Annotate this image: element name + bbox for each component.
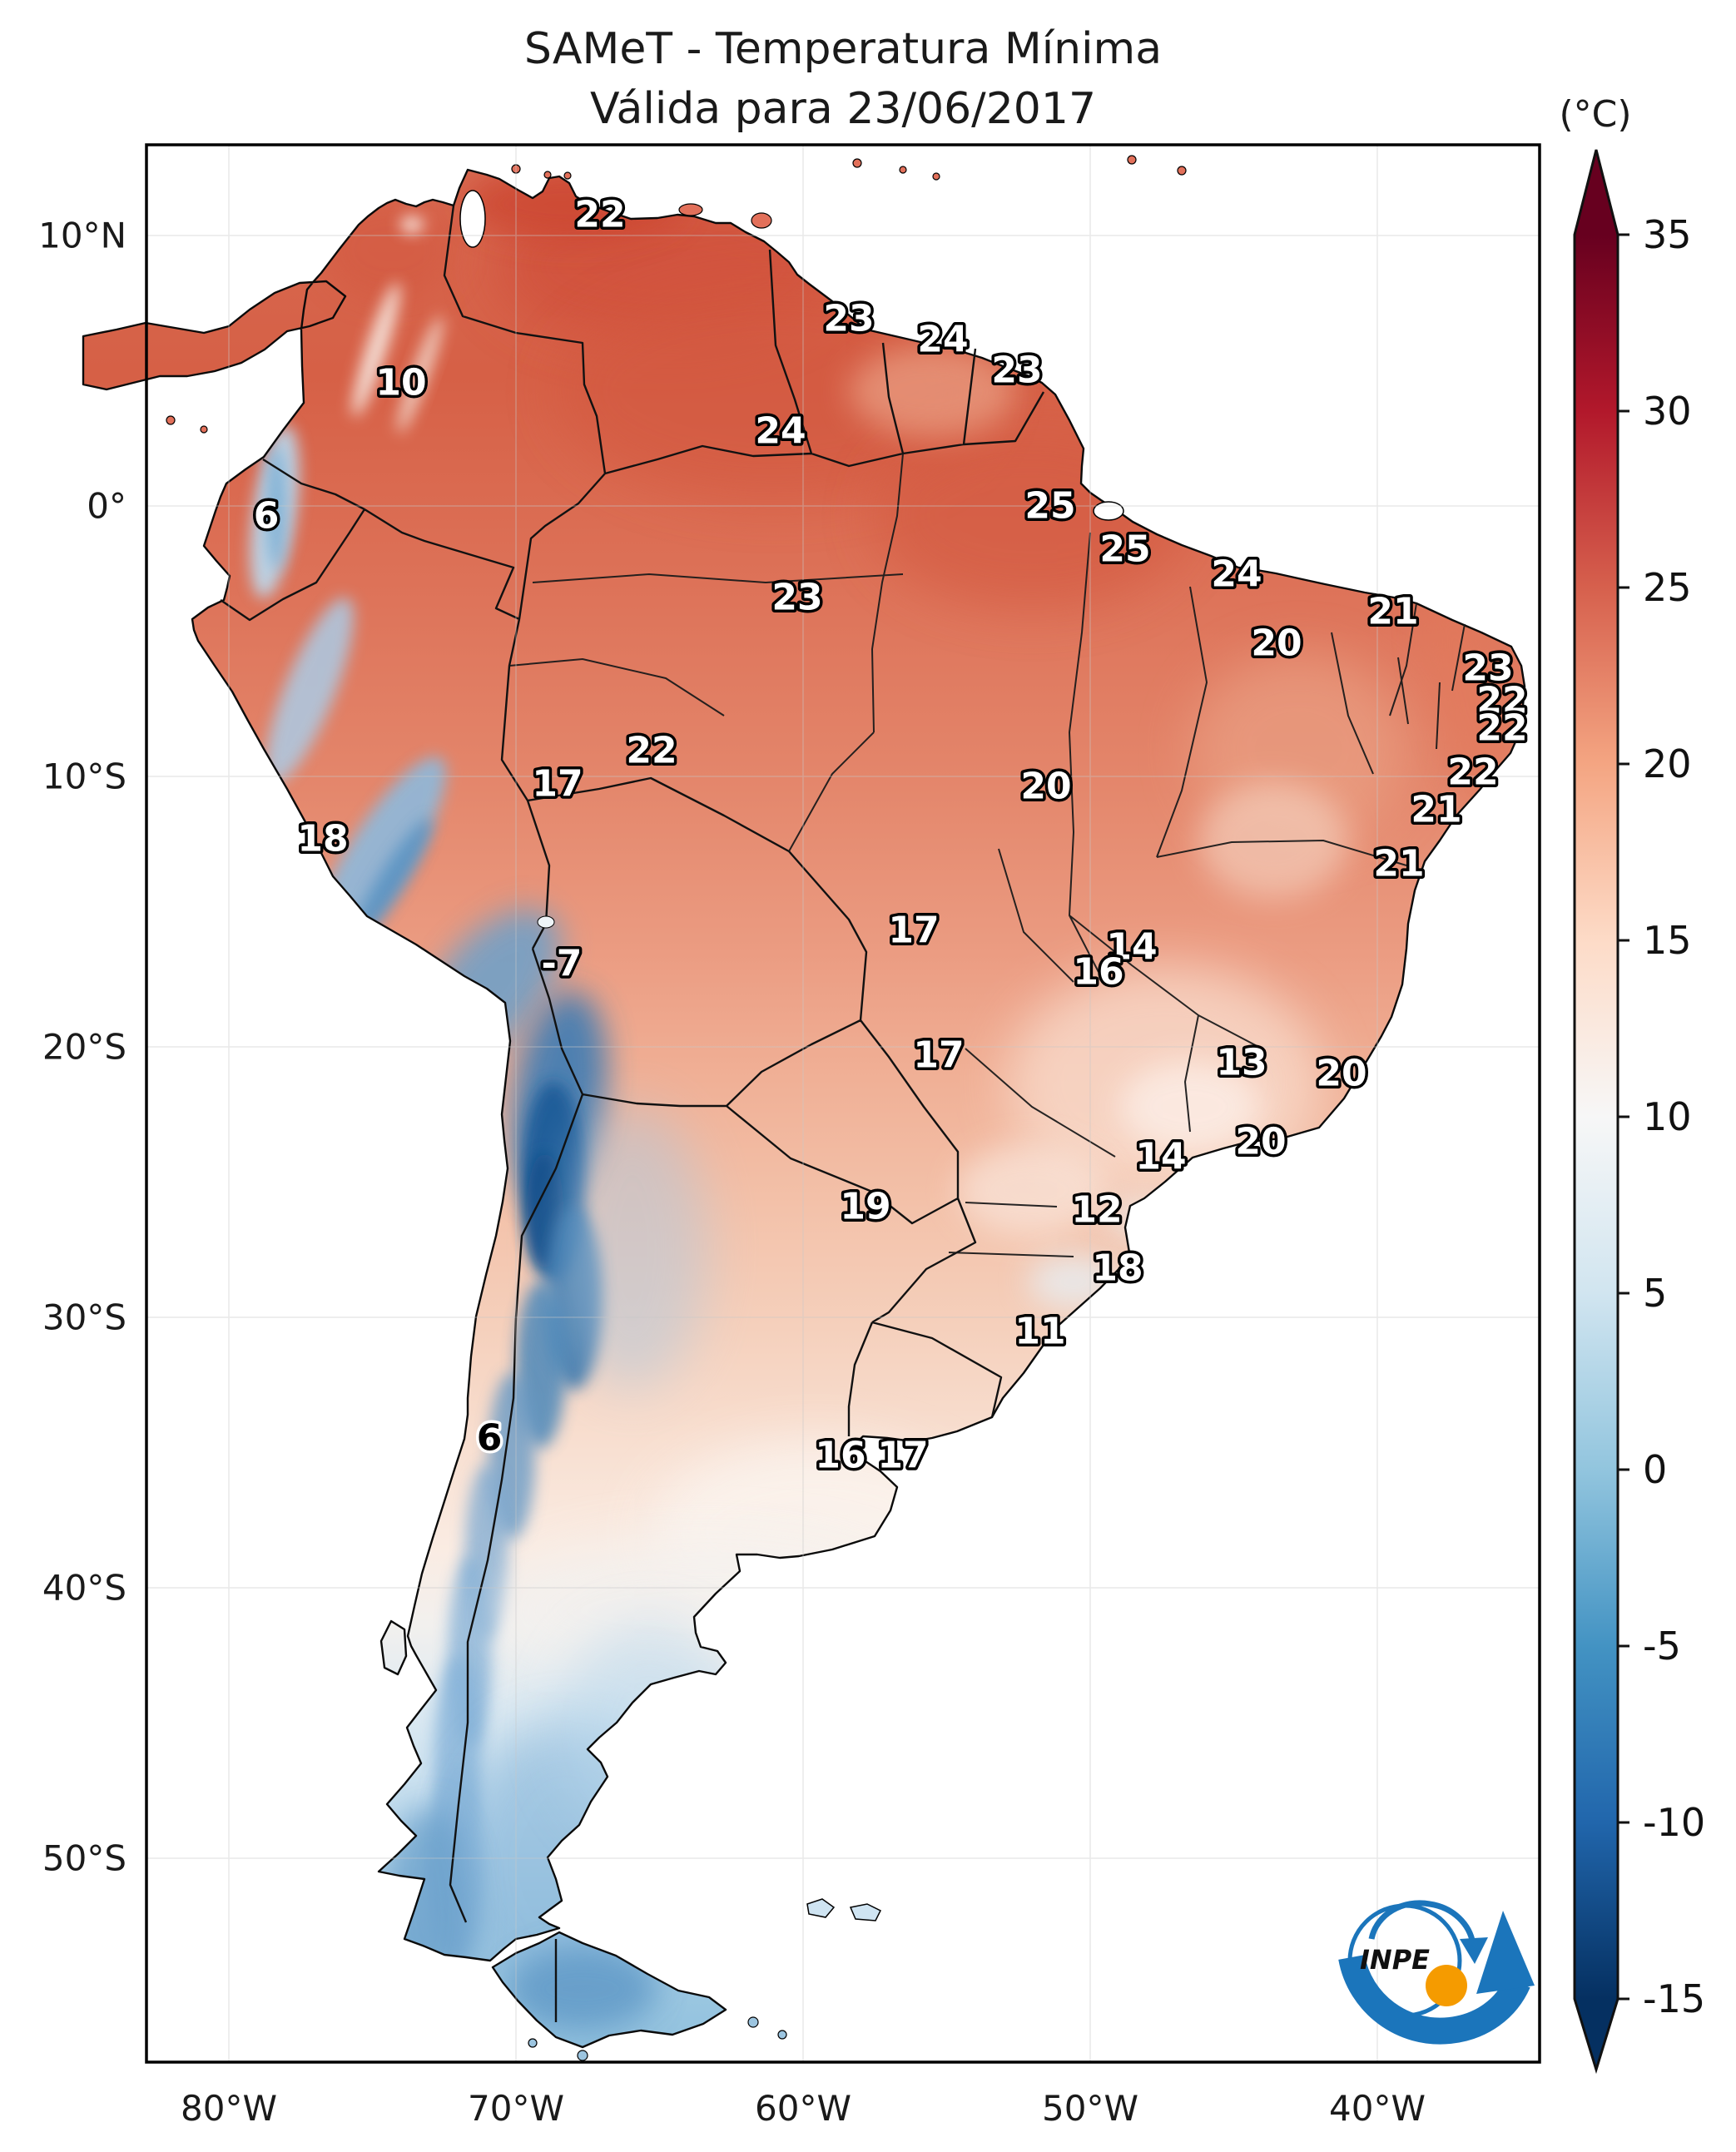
- colorbar-tick-label: 15: [1643, 918, 1692, 963]
- temperature-label: 20: [1020, 766, 1071, 808]
- colorbar-tick-label: 0: [1643, 1447, 1667, 1492]
- temperature-label: 17: [877, 1435, 928, 1477]
- inpe-logo: INPE: [1338, 1900, 1535, 2045]
- colorbar-unit-label: (°C): [1559, 93, 1631, 136]
- lake-maracaibo: [459, 190, 486, 248]
- inpe-logo-inner-arc: [1368, 1900, 1476, 1945]
- coastline: [82, 168, 1526, 2049]
- temperature-label: 19: [840, 1186, 890, 1228]
- colorbar-tick-label: -5: [1643, 1624, 1681, 1669]
- temperature-label: 12: [1071, 1189, 1122, 1232]
- colorbar-tick-label: 5: [1643, 1271, 1667, 1316]
- temperature-label: 17: [532, 763, 583, 806]
- temperature-label: 6: [254, 495, 280, 538]
- temperature-label: 22: [626, 730, 677, 772]
- temperature-label: 21: [1411, 789, 1461, 831]
- temperature-label: 24: [1211, 553, 1262, 596]
- temperature-label: 24: [755, 410, 806, 453]
- country-borders: [220, 205, 1045, 2022]
- longitude-tick-label: 50°W: [1042, 2088, 1138, 2129]
- longitude-tick-label: 80°W: [181, 2088, 277, 2129]
- colorbar-tick-label: -10: [1643, 1800, 1705, 1845]
- inpe-logo-orange-dot: [1426, 1965, 1467, 2006]
- temperature-label: 25: [1024, 485, 1075, 528]
- plot-frame: [145, 143, 1541, 2064]
- temperature-label: 21: [1367, 591, 1418, 633]
- inpe-logo-arrow-up: [1476, 1911, 1535, 1994]
- latitude-tick-label: 50°S: [42, 1838, 126, 1879]
- temperature-label: 20: [1316, 1053, 1366, 1095]
- marajo-channel: [1093, 501, 1124, 521]
- temperature-label: 22: [1476, 707, 1527, 750]
- latitude-tick-label: 30°S: [42, 1297, 126, 1338]
- temperature-label: 25: [1099, 528, 1150, 571]
- figure-title-line1: SAMeT - Temperatura Mínima: [524, 24, 1162, 74]
- temperature-label: 18: [297, 818, 348, 860]
- temperature-label: 10: [375, 362, 426, 404]
- inpe-logo-arrow-down: [1460, 1937, 1488, 1964]
- temperature-label: 21: [1373, 843, 1424, 885]
- fuegian-islets: [528, 2016, 787, 2061]
- longitude-tick-label: 70°W: [468, 2088, 564, 2129]
- latitude-tick-label: 40°S: [42, 1568, 126, 1609]
- inpe-logo-swoosh: [1338, 1954, 1530, 2045]
- longitude-tick-label: 60°W: [755, 2088, 851, 2129]
- inpe-logo-text: INPE: [1360, 1944, 1430, 1976]
- temperature-label: 22: [574, 194, 625, 236]
- latitude-tick-label: 10°S: [42, 756, 126, 797]
- temperature-label: 20: [1235, 1121, 1286, 1163]
- falkland-islands: [806, 1898, 882, 1921]
- temperature-label: 20: [1251, 622, 1302, 665]
- figure-title-line2: Válida para 23/06/2017: [590, 84, 1096, 134]
- temperature-label: 6: [477, 1417, 503, 1460]
- latitude-axis: 10°N 0° 10°S 20°S 30°S 40°S 50°S: [38, 216, 126, 1879]
- caribbean-islands: [166, 155, 1187, 434]
- temperature-label: 17: [888, 910, 939, 952]
- longitude-axis: 80°W 70°W 60°W 50°W 40°W: [181, 2088, 1426, 2129]
- temperature-label: 18: [1092, 1247, 1143, 1290]
- graticule-gridlines: [146, 145, 1540, 2062]
- colorbar-tick-label: 10: [1643, 1094, 1692, 1139]
- temperature-label: 14: [1106, 926, 1157, 969]
- colorbar: 35 30 25 20 15 10 5 0 -5 -10 -15 (°C): [1559, 93, 1705, 2075]
- temperature-label: 23: [771, 577, 822, 619]
- latitude-tick-label: 20°S: [42, 1027, 126, 1068]
- colorbar-tick-label: 30: [1643, 389, 1692, 434]
- temperature-label: 17: [913, 1034, 964, 1077]
- colorbar-tick-label: 20: [1643, 741, 1692, 786]
- colorbar-tick-label: 25: [1643, 565, 1692, 610]
- state-borders: [508, 453, 1466, 1257]
- temperature-label: 24: [917, 319, 968, 361]
- temperature-label: 23: [823, 298, 874, 340]
- temperature-label: 16: [1073, 951, 1123, 994]
- colorbar-ticks: 35 30 25 20 15 10 5 0 -5 -10 -15: [1618, 212, 1705, 2021]
- temperature-label: 16: [815, 1435, 866, 1477]
- temperature-label: 22: [1447, 751, 1498, 794]
- longitude-tick-label: 40°W: [1329, 2088, 1426, 2129]
- temperature-label: 23: [1462, 647, 1513, 690]
- latitude-tick-label: 10°N: [38, 216, 126, 256]
- colorbar-tick-label: -15: [1643, 1976, 1705, 2021]
- colorbar-bar: [1573, 149, 1619, 2075]
- latitude-tick-label: 0°: [87, 486, 126, 527]
- temperature-label: 23: [991, 350, 1042, 392]
- temperature-label: 14: [1135, 1136, 1186, 1178]
- temperature-label: 22: [1476, 680, 1527, 722]
- temperature-label: 13: [1216, 1042, 1267, 1084]
- lake-titicaca: [537, 915, 555, 929]
- colorbar-tick-label: 35: [1643, 212, 1692, 257]
- temperature-label: 11: [1014, 1311, 1065, 1353]
- temperature-label: -7: [542, 943, 583, 985]
